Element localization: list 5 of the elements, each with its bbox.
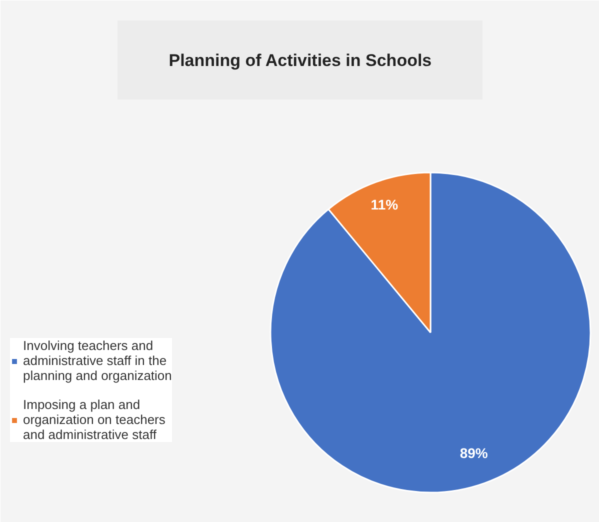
chart-title: Planning of Activities in Schools	[168, 51, 432, 70]
legend-label: Imposing a plan and organization on teachers and administrative staff	[23, 397, 166, 442]
data-label: 89%	[460, 444, 488, 461]
legend-label: Involving teachers and administrative staff in the planning and organization	[23, 338, 172, 383]
data-label: 11%	[370, 196, 399, 213]
